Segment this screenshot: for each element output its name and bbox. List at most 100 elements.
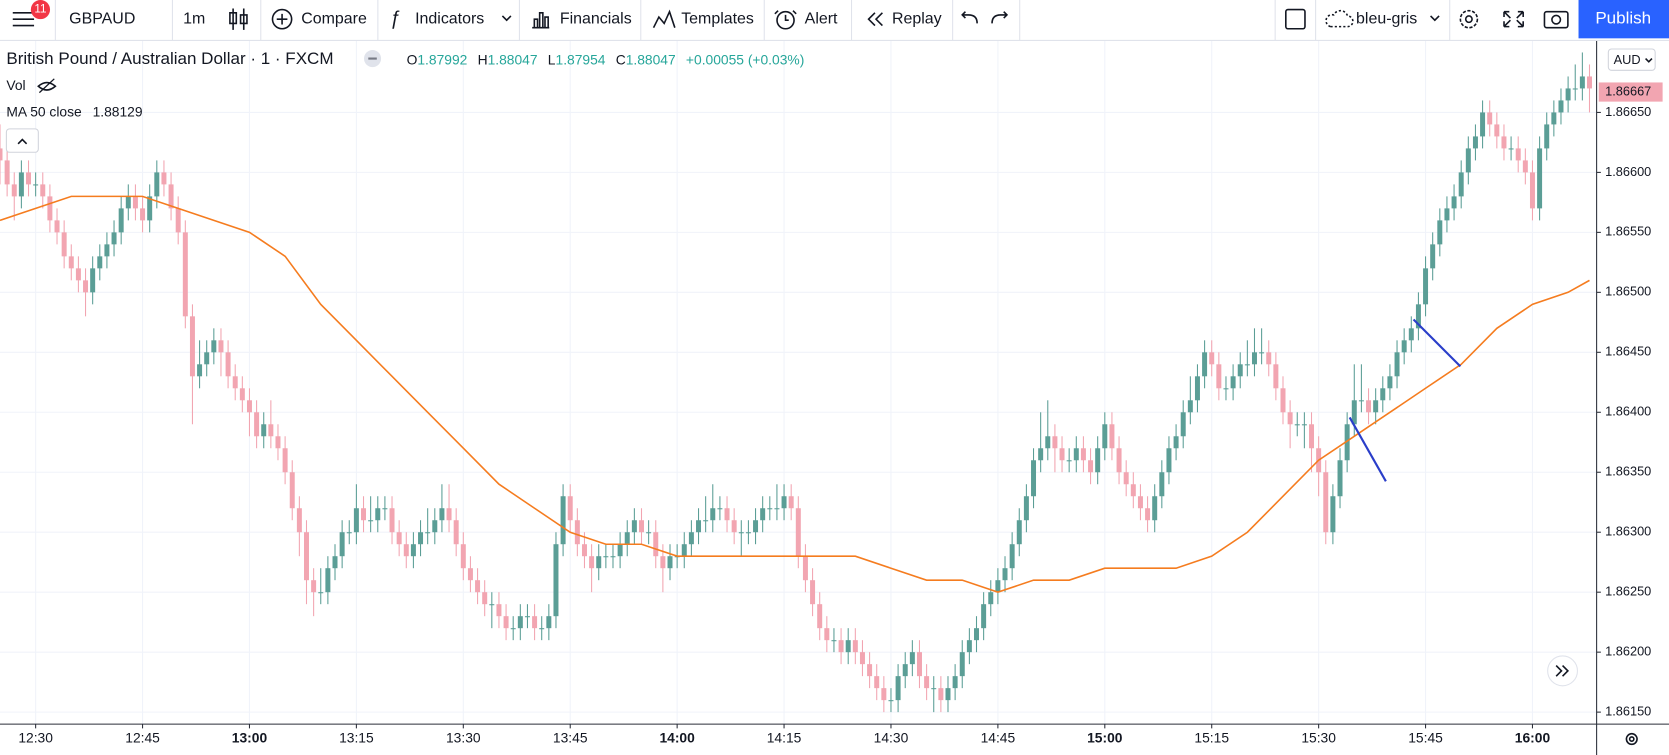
candle-body <box>966 640 972 653</box>
candle-body <box>140 208 146 221</box>
candle-body <box>211 340 217 353</box>
candle-body <box>389 508 395 533</box>
candle-body <box>368 520 374 522</box>
collapse-legend[interactable] <box>364 50 382 68</box>
symbol-search[interactable]: GBPAUD <box>69 10 135 27</box>
candle-body <box>182 232 188 317</box>
ohlc-value: 1.88047 <box>488 51 538 67</box>
candle-body <box>510 628 516 630</box>
candle-body <box>268 424 274 437</box>
candle-body <box>1173 436 1179 449</box>
candle-body <box>1187 400 1193 413</box>
trend-line[interactable] <box>1348 416 1387 482</box>
chart-style[interactable] <box>229 8 248 30</box>
candle-body <box>1109 424 1115 449</box>
candle-body <box>1095 448 1101 473</box>
redo-button[interactable] <box>991 11 1009 24</box>
axes: 1.86150 1.86200 1.86250 1.86300 1.86350 1.864… <box>18 82 1663 746</box>
fullscreen-button[interactable] <box>1503 10 1524 28</box>
candle-body <box>1558 100 1564 113</box>
candle-body <box>696 520 702 533</box>
menu-button[interactable]: 11 <box>12 0 51 27</box>
candle-body <box>154 172 160 197</box>
candle-body <box>938 688 944 701</box>
candle-body <box>710 508 716 521</box>
candle-body <box>1223 388 1229 390</box>
candle-body <box>959 652 965 677</box>
candle-body <box>1508 148 1514 150</box>
undo-button[interactable] <box>961 11 978 24</box>
x-tick-label: 14:45 <box>981 730 1016 746</box>
candle-body <box>97 256 103 269</box>
candle-body <box>909 652 915 665</box>
layout-name[interactable]: bleu-gris <box>1356 10 1417 27</box>
collapse-indicators[interactable] <box>5 128 39 153</box>
candle-body <box>446 508 452 521</box>
candle-body <box>567 496 573 521</box>
compare-button[interactable]: Compare <box>301 10 367 27</box>
candle-body <box>26 172 32 185</box>
candle-body <box>760 508 766 521</box>
candle-body <box>1309 424 1315 449</box>
y-tick-label: 1.86150 <box>1605 703 1651 718</box>
chevron[interactable] <box>1430 15 1440 22</box>
candle-body <box>1251 352 1257 365</box>
ohlc-label: H <box>478 51 488 67</box>
candle-body <box>1216 364 1222 389</box>
candle-body <box>1273 364 1279 389</box>
candle-body <box>1458 172 1464 197</box>
candle-body <box>724 508 730 521</box>
x-tick-label: 12:45 <box>125 730 160 746</box>
replay-button[interactable]: Replay <box>892 10 942 27</box>
alert-button[interactable]: Alert <box>805 10 838 27</box>
candle-body <box>346 532 352 534</box>
settings-button[interactable] <box>1625 732 1638 746</box>
layout-select[interactable] <box>1285 8 1306 30</box>
candle-body <box>125 196 131 209</box>
candle-body <box>1159 472 1165 497</box>
templates-button[interactable]: Templates <box>681 10 754 27</box>
candle-body <box>1522 160 1528 173</box>
x-tick-label: 15:00 <box>1087 730 1123 746</box>
replay-icon <box>867 12 883 27</box>
candle-body <box>1537 148 1543 209</box>
candle-body <box>1066 460 1072 462</box>
scroll-to-realtime[interactable] <box>1547 655 1578 687</box>
settings-icon[interactable] <box>1459 9 1479 29</box>
indicators-button[interactable]: Indicators <box>415 10 484 27</box>
time-axis <box>0 724 1669 755</box>
candle-body <box>852 640 858 653</box>
candle-body <box>1230 376 1236 389</box>
screenshot-button[interactable] <box>1543 10 1569 29</box>
financials-button[interactable]: Financials <box>560 10 632 27</box>
candle-body <box>1145 508 1151 521</box>
chevron[interactable] <box>501 15 512 22</box>
candle-body <box>1301 424 1307 426</box>
candle-body <box>824 628 830 641</box>
candle-body <box>596 556 602 569</box>
trend-line[interactable] <box>1412 318 1462 368</box>
candle-body <box>1266 352 1272 365</box>
candle-body <box>1579 76 1585 89</box>
y-tick-label: 1.86400 <box>1605 404 1651 419</box>
indicator-name: MA 50 close <box>6 104 82 120</box>
hide-volume[interactable] <box>37 78 57 94</box>
candle-body <box>1031 460 1037 497</box>
publish-label: Publish <box>1595 9 1651 28</box>
candle-body <box>1480 112 1486 137</box>
ohlc-label: C <box>616 51 626 67</box>
candle-body <box>867 664 873 677</box>
candle-body <box>453 520 459 545</box>
candle-body <box>1586 76 1592 89</box>
publish-button[interactable]: Publish <box>1578 0 1669 39</box>
candle-body <box>4 160 10 185</box>
candle-body <box>353 508 359 533</box>
candle-body <box>945 688 951 701</box>
candle-body <box>688 532 694 545</box>
interval[interactable]: 1m <box>183 10 205 27</box>
x-tick-label: 13:30 <box>446 730 481 746</box>
candle-body <box>1123 472 1129 485</box>
candle-body <box>475 580 481 593</box>
currency-button[interactable]: AUD <box>1607 48 1656 71</box>
